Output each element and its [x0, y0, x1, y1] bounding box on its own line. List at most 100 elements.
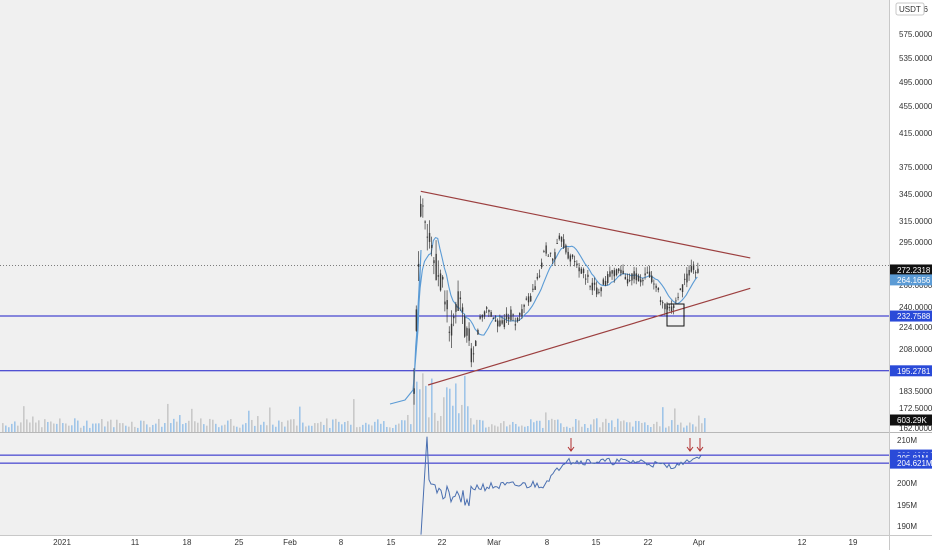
candle-body: [468, 328, 470, 341]
candle-body: [466, 328, 468, 336]
candle-body: [464, 316, 466, 337]
volume-bar: [95, 423, 97, 432]
volume-bar: [422, 373, 424, 432]
candle-body: [503, 319, 506, 327]
candle-body: [642, 279, 644, 282]
candle-body: [629, 280, 631, 282]
candle-body: [508, 317, 510, 320]
price-tag-box: [890, 310, 932, 322]
candle-body: [569, 255, 572, 262]
price-axis[interactable]: 6 575.0000 535.0000 495.0000 455.0000 415.000…: [899, 5, 932, 433]
candle-body: [516, 317, 519, 322]
candle-body: [692, 264, 695, 270]
candle-body: [541, 262, 543, 268]
volume-bar: [485, 427, 487, 432]
candle-body: [488, 309, 490, 313]
volume-bar: [389, 427, 391, 432]
volume-bar: [497, 426, 499, 432]
price-axis-label: 295.0000: [899, 238, 932, 247]
currency-badge[interactable]: USDT: [895, 2, 925, 16]
volume-bar: [290, 419, 292, 432]
volume-bar: [500, 423, 502, 432]
volume-bar: [416, 381, 418, 432]
candle-body: [538, 275, 541, 277]
volume-bar: [305, 426, 307, 432]
volume-bar: [377, 419, 379, 432]
volume-bar: [512, 421, 514, 432]
volume-bar: [530, 419, 532, 432]
volume-bar: [443, 397, 445, 432]
candle-body: [688, 270, 690, 276]
indicator-arrows: [567, 438, 704, 452]
candle-body: [512, 314, 514, 316]
volume-bar: [635, 420, 637, 432]
price-axis-label: 208.0000: [899, 345, 932, 354]
volume-bar: [611, 420, 613, 432]
volume-bar: [41, 427, 43, 432]
indicator-axis[interactable]: 210M200M195M190M206.496M205.81M204.621M: [890, 436, 932, 531]
volume-bar: [419, 389, 421, 432]
volume-bar: [326, 418, 328, 432]
candle-body: [424, 221, 426, 223]
volume-bar: [134, 426, 136, 432]
candle-body: [651, 275, 653, 283]
candle-body: [530, 295, 532, 302]
time-axis-label: Mar: [487, 538, 501, 547]
volume-bar: [152, 424, 154, 432]
volume-bar: [215, 423, 217, 432]
volume-bar: [566, 426, 568, 432]
candle-body: [646, 272, 649, 274]
volume-bar: [434, 412, 436, 432]
indicator-axis-label: 190M: [897, 522, 917, 531]
volume-bar: [89, 427, 91, 432]
time-axis[interactable]: 2021 11 18 25 Feb 8 15 22 Mar 8 15 22 Apr 12 19: [53, 538, 858, 547]
candle-body: [413, 388, 415, 394]
candle-body: [426, 236, 429, 238]
candle-body: [510, 309, 512, 321]
volume-bar: [569, 427, 571, 432]
volume-bar: [371, 425, 373, 432]
volume-bar: [275, 426, 277, 432]
candle-body: [527, 296, 530, 303]
candle-body: [490, 312, 492, 317]
candle-body: [415, 309, 418, 331]
volume-bar: [440, 416, 442, 432]
volume-bar: [128, 426, 130, 432]
volume-bar: [581, 426, 583, 432]
price-tag-label: 603.29K: [897, 416, 927, 425]
volume-bar: [221, 425, 223, 432]
candle-body: [576, 263, 578, 266]
volume-bar: [245, 423, 247, 432]
price-axis-label: 575.0000: [899, 30, 932, 39]
volume-bar: [587, 427, 589, 432]
candle-body: [675, 300, 677, 302]
volume-bar: [527, 426, 529, 432]
candle-body: [587, 274, 589, 277]
down-arrow-head: [696, 446, 704, 452]
volume-bar: [38, 420, 40, 432]
volume-bar: [662, 407, 664, 432]
volume-bar: [266, 425, 268, 432]
volume-bar: [11, 423, 13, 432]
volume-bar: [467, 406, 469, 432]
volume-bar: [92, 423, 94, 432]
candle-body: [417, 263, 420, 267]
candle-body: [653, 283, 655, 285]
candle-body: [578, 267, 580, 272]
volume-bar: [479, 419, 481, 432]
volume-bar: [224, 424, 226, 432]
candle-body: [613, 270, 616, 277]
candle-body: [686, 273, 688, 283]
candle-body: [505, 313, 508, 320]
volume-bar: [599, 427, 601, 432]
candle-body: [494, 319, 497, 322]
candle-body: [670, 306, 673, 312]
volume-bar: [107, 421, 109, 432]
volume-bar: [56, 423, 58, 432]
candle-body: [563, 239, 565, 248]
price-axis-label: 345.0000: [899, 190, 932, 199]
time-axis-label: 25: [235, 538, 244, 547]
candle-body: [519, 312, 521, 316]
volume-bar: [494, 425, 496, 432]
